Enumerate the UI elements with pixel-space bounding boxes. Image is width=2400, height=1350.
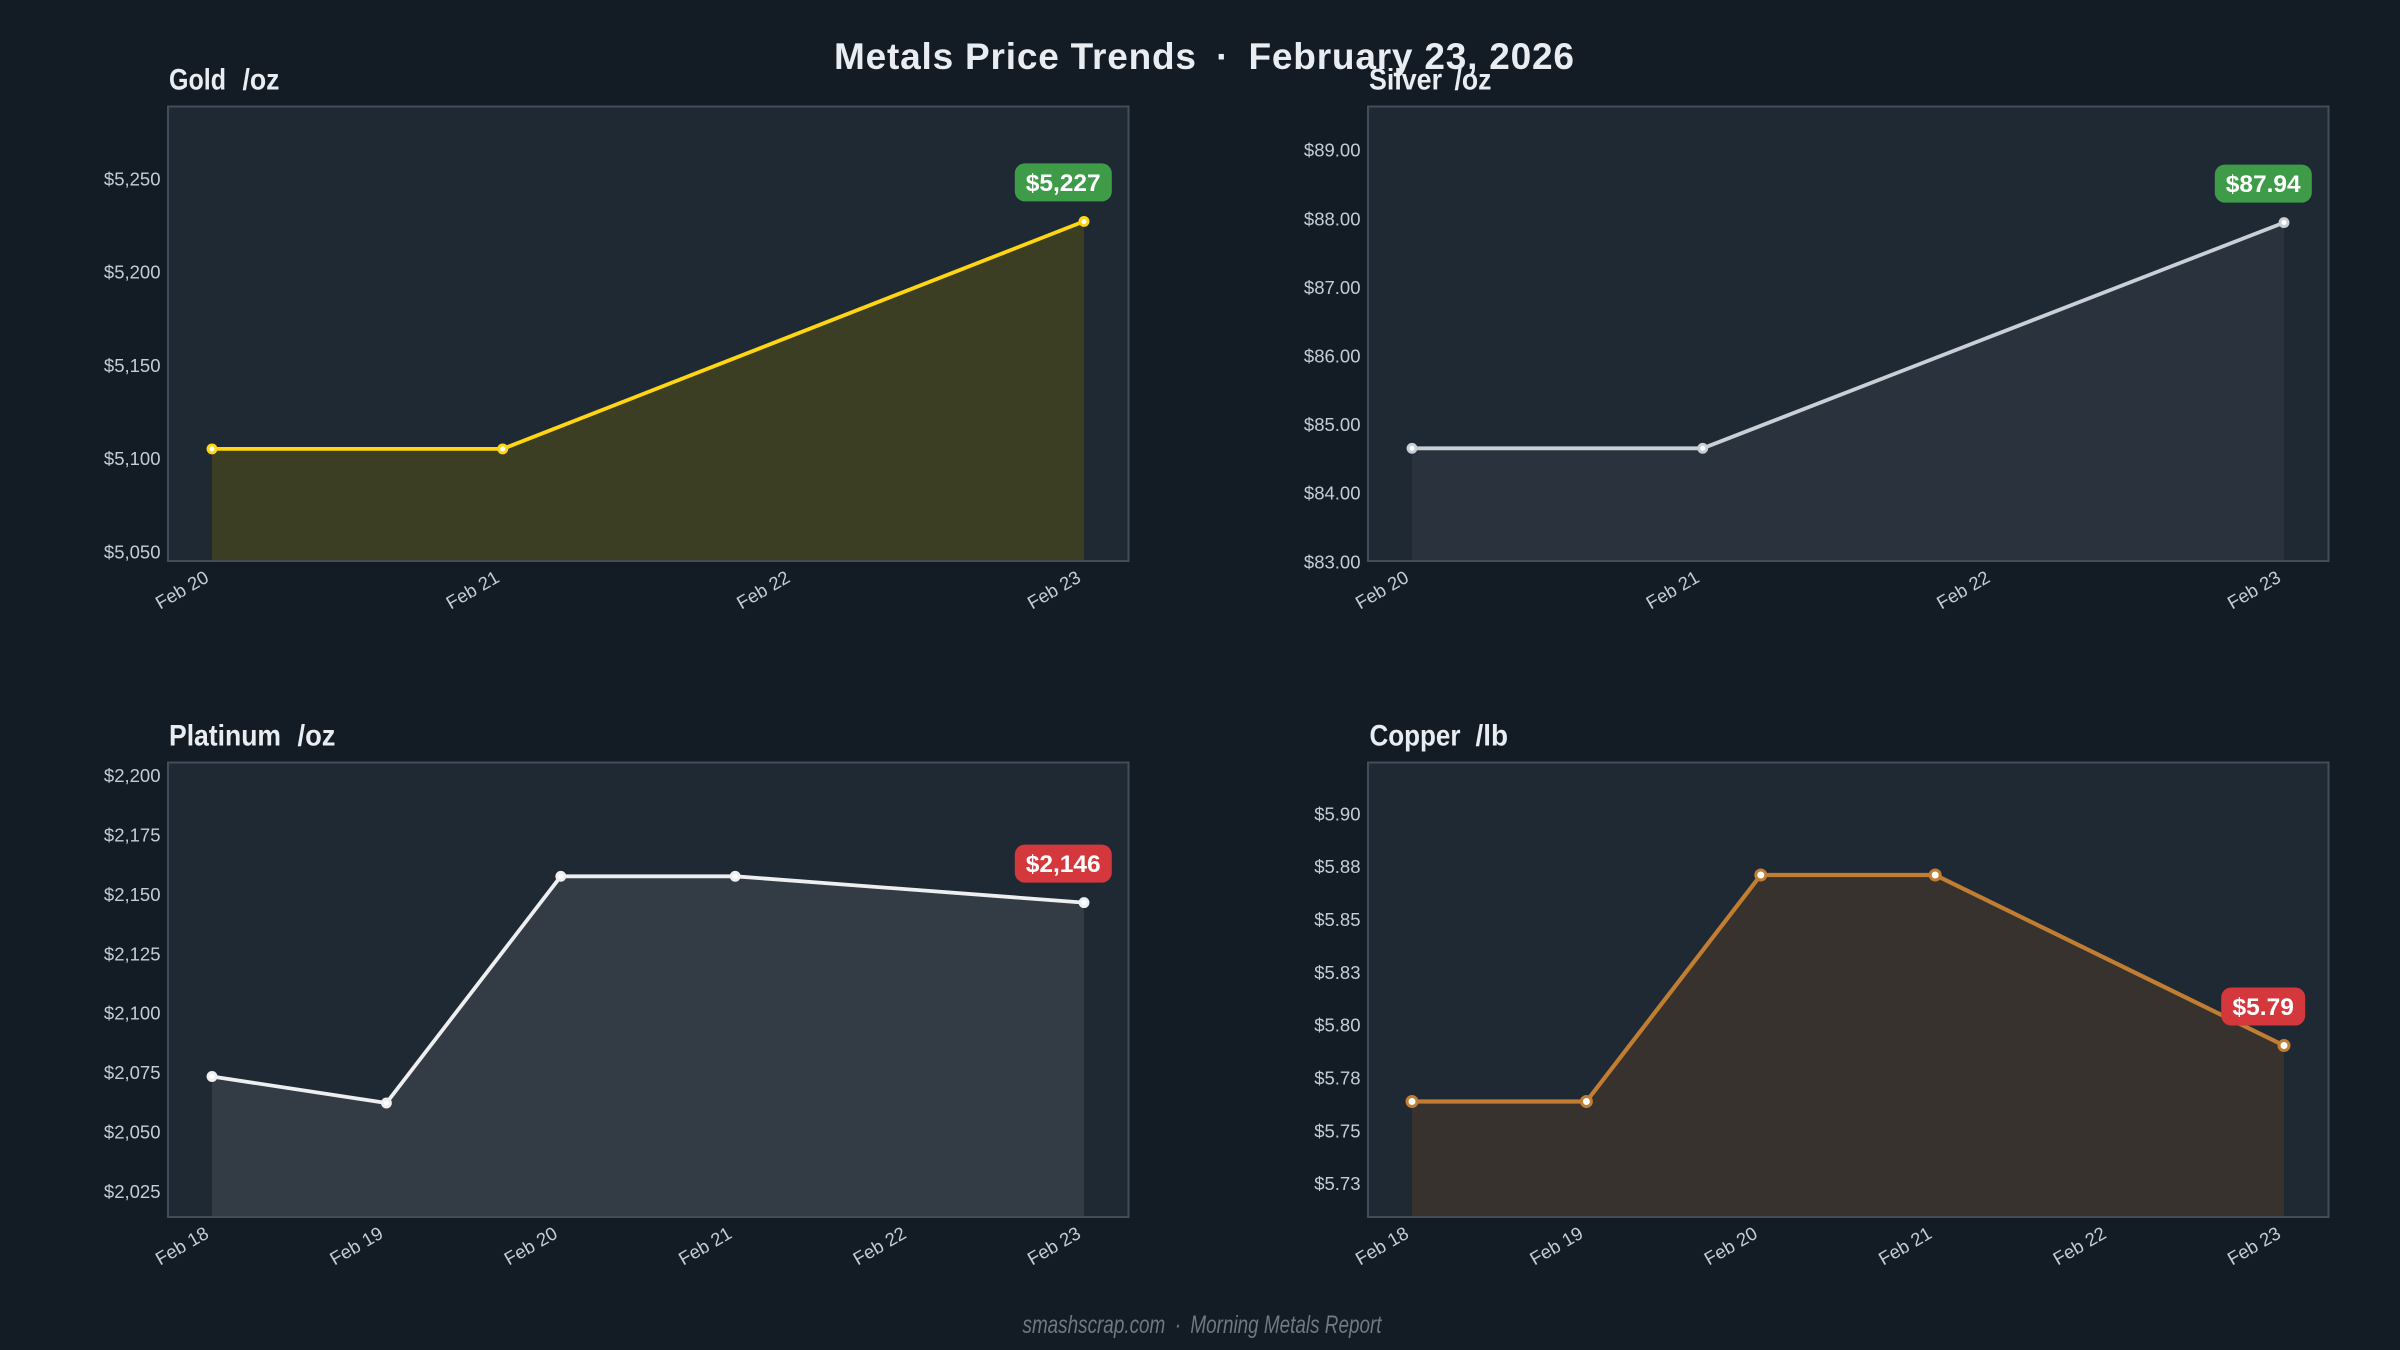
svg-text:$87.00: $87.00 xyxy=(1304,277,1361,298)
svg-text:Copper: Copper xyxy=(1370,720,1461,753)
svg-text:$88.00: $88.00 xyxy=(1304,208,1361,229)
svg-text:$84.00: $84.00 xyxy=(1304,483,1361,504)
svg-text:$2,175: $2,175 xyxy=(104,825,161,846)
svg-text:$89.00: $89.00 xyxy=(1304,140,1361,161)
svg-text:$5.73: $5.73 xyxy=(1314,1173,1360,1194)
svg-text:/lb: /lb xyxy=(1476,720,1509,753)
svg-text:Platinum: Platinum xyxy=(169,720,281,753)
svg-text:$5.85: $5.85 xyxy=(1314,909,1360,930)
svg-text:Silver: Silver xyxy=(1369,64,1442,97)
svg-text:$2,146: $2,146 xyxy=(1026,851,1101,878)
svg-text:$5.88: $5.88 xyxy=(1314,856,1360,877)
svg-text:$5.79: $5.79 xyxy=(2233,994,2294,1021)
svg-text:$83.00: $83.00 xyxy=(1304,551,1361,572)
svg-text:smashscrap.com · Morning Metal: smashscrap.com · Morning Metals Report xyxy=(1023,1311,1383,1339)
svg-text:$5.83: $5.83 xyxy=(1314,962,1360,983)
svg-text:$87.94: $87.94 xyxy=(2226,171,2301,198)
svg-text:$86.00: $86.00 xyxy=(1304,346,1361,367)
svg-text:$2,075: $2,075 xyxy=(104,1062,161,1083)
svg-text:$5.78: $5.78 xyxy=(1314,1068,1360,1089)
svg-text:$2,200: $2,200 xyxy=(104,765,161,786)
svg-text:$2,100: $2,100 xyxy=(104,1003,161,1024)
svg-text:$2,125: $2,125 xyxy=(104,943,161,964)
svg-text:$5,050: $5,050 xyxy=(104,542,161,563)
svg-text:$5,150: $5,150 xyxy=(104,355,161,376)
svg-text:$5,100: $5,100 xyxy=(104,448,161,469)
svg-text:Metals Price Trends · February: Metals Price Trends · February 23, 2026 xyxy=(834,36,1574,77)
svg-text:/oz: /oz xyxy=(243,64,280,97)
svg-text:$2,050: $2,050 xyxy=(104,1122,161,1143)
svg-text:$5.90: $5.90 xyxy=(1314,803,1360,824)
svg-text:$2,150: $2,150 xyxy=(104,884,161,905)
svg-text:Gold: Gold xyxy=(169,64,226,97)
svg-text:/oz: /oz xyxy=(1455,64,1492,97)
svg-text:$5,250: $5,250 xyxy=(104,169,161,190)
svg-text:$5,200: $5,200 xyxy=(104,262,161,283)
svg-text:$5.80: $5.80 xyxy=(1314,1015,1360,1036)
svg-text:/oz: /oz xyxy=(298,720,336,753)
svg-text:$85.00: $85.00 xyxy=(1304,414,1361,435)
svg-text:$2,025: $2,025 xyxy=(104,1181,161,1202)
svg-text:$5,227: $5,227 xyxy=(1026,170,1101,197)
svg-text:$5.75: $5.75 xyxy=(1314,1120,1360,1141)
